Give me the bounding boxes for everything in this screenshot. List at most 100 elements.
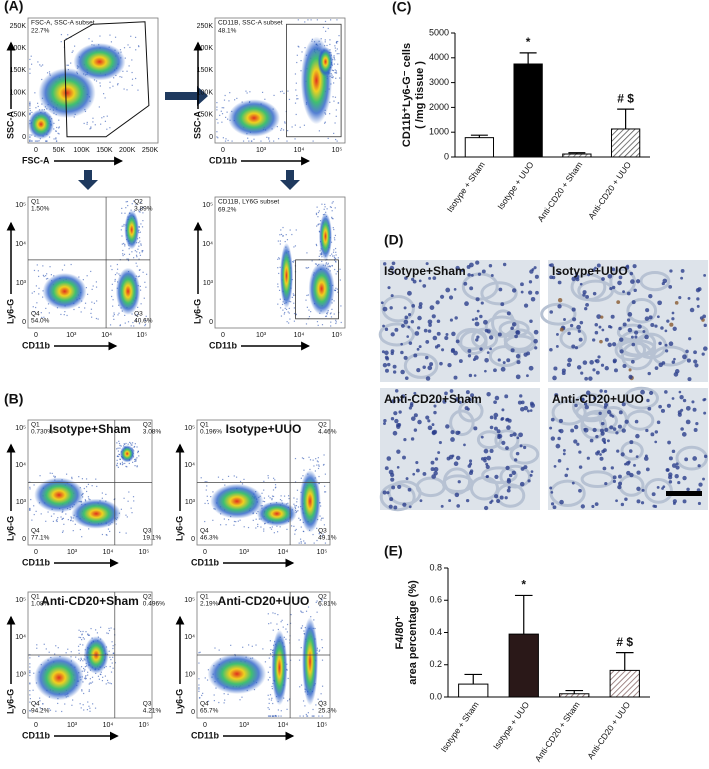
event-dot (29, 509, 30, 510)
event-dot (299, 686, 300, 687)
event-dot (138, 455, 139, 456)
event-dot (332, 255, 333, 256)
nucleus (582, 293, 585, 296)
nucleus (679, 395, 683, 399)
nucleus (450, 437, 455, 442)
y-axis-label: Ly6-G (5, 299, 15, 324)
quadrant-name: Q3 (134, 311, 143, 318)
event-dot (335, 50, 336, 51)
nucleus (505, 446, 509, 450)
nucleus (419, 280, 422, 283)
x-tick-label: 100K (73, 147, 90, 154)
event-dot (329, 39, 330, 40)
event-dot (230, 645, 231, 646)
arrow (78, 170, 98, 190)
event-dot (285, 628, 286, 629)
event-dot (318, 715, 319, 716)
nucleus (385, 466, 389, 470)
nucleus (703, 412, 706, 415)
nucleus (661, 409, 665, 413)
event-dot (334, 269, 335, 270)
event-dot (142, 220, 143, 221)
event-dot (29, 666, 30, 667)
event-dot (128, 444, 129, 445)
event-dot (295, 507, 296, 508)
event-dot (36, 141, 37, 142)
event-dot (134, 461, 135, 462)
event-dot (100, 85, 101, 86)
event-dot (198, 687, 199, 688)
event-dot (308, 267, 309, 268)
event-dot (137, 90, 138, 91)
event-dot (234, 475, 235, 476)
event-dot (313, 465, 314, 466)
event-dot (81, 536, 82, 537)
event-dot (126, 201, 127, 202)
event-dot (131, 325, 132, 326)
event-dot (140, 243, 141, 244)
event-dot (284, 121, 285, 122)
nucleus (613, 475, 617, 479)
event-dot (269, 667, 270, 668)
nucleus (666, 468, 669, 471)
event-dot (336, 19, 337, 20)
event-dot (111, 671, 112, 672)
nucleus (383, 491, 387, 495)
event-dot (314, 543, 315, 544)
event-dot (224, 100, 225, 101)
event-dot (226, 112, 227, 113)
event-dot (280, 130, 281, 131)
nucleus (614, 368, 618, 372)
nucleus (478, 273, 481, 276)
nucleus (469, 471, 473, 475)
nucleus (611, 466, 614, 469)
event-dot (135, 460, 136, 461)
event-dot (126, 533, 127, 534)
event-dot (80, 637, 81, 638)
event-dot (29, 690, 30, 691)
event-dot (225, 524, 226, 525)
event-dot (340, 305, 341, 306)
nucleus (551, 436, 555, 440)
nucleus (512, 288, 516, 292)
quadrant-value: 1.08% (31, 601, 50, 608)
nucleus (662, 282, 665, 285)
event-dot (72, 520, 73, 521)
event-dot (296, 114, 297, 115)
event-dot (71, 477, 72, 478)
event-dot (120, 463, 121, 464)
nucleus (489, 335, 493, 339)
event-dot (55, 476, 56, 477)
quadrant-name: Q2 (318, 422, 327, 429)
density-cloud (280, 243, 293, 309)
nucleus (600, 315, 603, 318)
event-dot (63, 524, 64, 525)
event-dot (268, 137, 269, 138)
x-tick-label: 0 (34, 549, 38, 556)
nucleus (603, 467, 607, 471)
event-dot (207, 679, 208, 680)
y-tick-label: 0.0 (429, 691, 442, 701)
y-tick-label: 50K (201, 112, 214, 119)
event-dot (273, 489, 274, 490)
nucleus (407, 326, 410, 329)
nucleus (491, 274, 494, 277)
nucleus (394, 419, 398, 423)
y-tick-label: 100K (197, 89, 214, 96)
event-dot (222, 107, 223, 108)
nucleus (474, 374, 477, 377)
event-dot (90, 126, 91, 127)
event-dot (247, 92, 248, 93)
nucleus (417, 326, 420, 329)
event-dot (64, 311, 65, 312)
nucleus (504, 394, 508, 398)
event-dot (86, 491, 87, 492)
event-dot (89, 689, 90, 690)
nucleus (493, 400, 497, 404)
quadrant-name: Q2 (143, 422, 152, 429)
nucleus (491, 500, 494, 503)
event-dot (330, 325, 331, 326)
event-dot (225, 117, 226, 118)
event-dot (200, 652, 201, 653)
